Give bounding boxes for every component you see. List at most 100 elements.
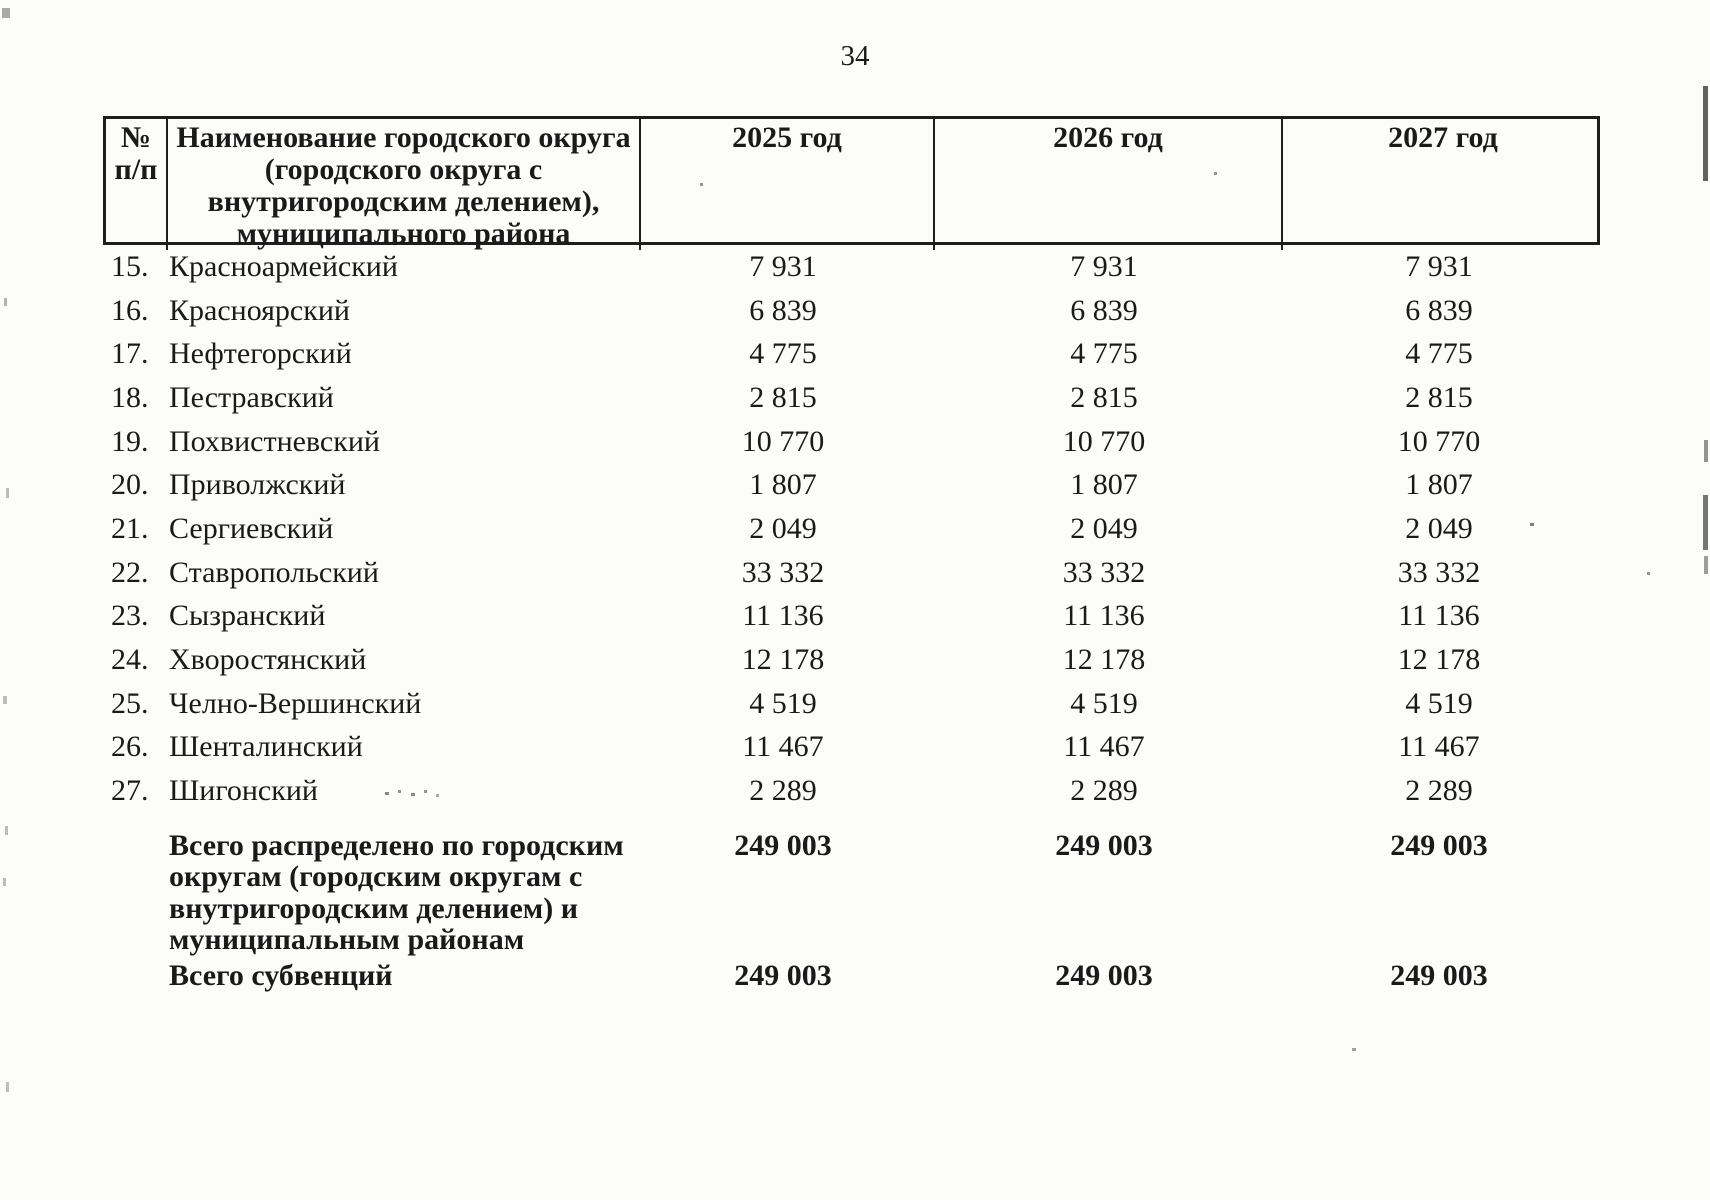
header-num-line2: п/п bbox=[114, 153, 158, 186]
row-value-2027: 2 049 bbox=[1405, 511, 1473, 545]
scan-speck bbox=[424, 790, 427, 793]
row-value-2026: 33 332 bbox=[1062, 555, 1146, 589]
table-row: 24. Хворостянский 12 178 12 178 12 178 bbox=[103, 638, 1600, 682]
row-name: Красноярский bbox=[169, 293, 350, 327]
row-value-2026: 7 931 bbox=[1070, 249, 1138, 283]
row-num: 22. bbox=[111, 555, 149, 589]
scan-speck bbox=[6, 488, 9, 498]
row-value-2026: 12 178 bbox=[1062, 643, 1146, 677]
row-name: Красноармейский bbox=[169, 249, 398, 283]
table-row: 19. Похвистневский 10 770 10 770 10 770 bbox=[103, 420, 1600, 464]
row-num: 16. bbox=[111, 293, 149, 327]
row-value-2025: 1 807 bbox=[749, 468, 817, 502]
scan-speck bbox=[1704, 440, 1708, 462]
row-value-2026: 2 049 bbox=[1070, 511, 1138, 545]
row-num: 21. bbox=[111, 511, 149, 545]
row-num: 15. bbox=[111, 249, 149, 283]
table-row: 17. Нефтегорский 4 775 4 775 4 775 bbox=[103, 332, 1600, 376]
scan-speck bbox=[436, 794, 439, 797]
table-row: 27. Шигонский 2 289 2 289 2 289 bbox=[103, 769, 1600, 813]
totals-value-2026: 249 003 bbox=[1055, 828, 1153, 862]
row-value-2025: 7 931 bbox=[749, 249, 817, 283]
row-value-2027: 11 467 bbox=[1398, 730, 1480, 764]
scan-speck bbox=[1703, 495, 1708, 550]
row-value-2025: 2 815 bbox=[749, 380, 817, 414]
row-value-2027: 2 815 bbox=[1405, 380, 1473, 414]
row-name: Сызранский bbox=[169, 599, 326, 633]
row-num: 18. bbox=[111, 380, 149, 414]
scan-speck bbox=[385, 792, 389, 795]
row-value-2026: 4 775 bbox=[1070, 337, 1138, 371]
scan-speck bbox=[411, 793, 415, 796]
row-value-2026: 4 519 bbox=[1070, 686, 1138, 720]
scan-speck bbox=[6, 1082, 9, 1092]
header-cell-2027: 2027 год bbox=[1281, 119, 1603, 250]
row-name: Шигонский bbox=[169, 774, 318, 808]
row-value-2027: 10 770 bbox=[1397, 424, 1481, 458]
totals-value-2027: 249 003 bbox=[1390, 958, 1488, 992]
row-value-2027: 1 807 bbox=[1405, 468, 1473, 502]
row-value-2027: 2 289 bbox=[1405, 774, 1473, 808]
row-name: Хворостянский bbox=[169, 643, 367, 677]
scan-speck bbox=[1530, 523, 1534, 526]
header-num-line1: № bbox=[120, 121, 152, 154]
scan-speck bbox=[1647, 572, 1650, 575]
row-num: 25. bbox=[111, 686, 149, 720]
row-value-2025: 4 775 bbox=[749, 337, 817, 371]
row-num: 17. bbox=[111, 337, 149, 371]
scan-speck bbox=[700, 183, 703, 186]
scan-speck bbox=[1704, 556, 1708, 574]
scan-speck bbox=[2, 8, 10, 18]
scan-speck bbox=[4, 298, 7, 306]
row-name: Приволжский bbox=[169, 468, 346, 502]
totals-subventions-label: Всего субвенций bbox=[169, 958, 393, 992]
row-name: Пестравский bbox=[169, 380, 334, 414]
header-cell-2025: 2025 год bbox=[639, 119, 933, 250]
totals-subventions-row: Всего субвенций 249 003 249 003 249 003 bbox=[103, 960, 1600, 992]
table-body: 15. Красноармейский 7 931 7 931 7 931 16… bbox=[103, 245, 1600, 813]
row-value-2026: 11 467 bbox=[1063, 730, 1145, 764]
row-name: Ставропольский bbox=[169, 555, 379, 589]
totals-distributed-label: Всего распределено по городским округам … bbox=[169, 828, 624, 957]
table-row: 16. Красноярский 6 839 6 839 6 839 bbox=[103, 289, 1600, 333]
table-row: 15. Красноармейский 7 931 7 931 7 931 bbox=[103, 245, 1600, 289]
row-num: 23. bbox=[111, 599, 149, 633]
totals-value-2025: 249 003 bbox=[734, 958, 832, 992]
row-value-2025: 4 519 bbox=[749, 686, 817, 720]
row-value-2025: 11 136 bbox=[742, 599, 824, 633]
row-num: 26. bbox=[111, 730, 149, 764]
scan-speck bbox=[1703, 86, 1708, 181]
row-value-2025: 12 178 bbox=[741, 643, 825, 677]
header-cell-num: № п/п bbox=[106, 119, 166, 250]
totals-value-2026: 249 003 bbox=[1055, 958, 1153, 992]
row-value-2025: 2 289 bbox=[749, 774, 817, 808]
row-value-2025: 6 839 bbox=[749, 293, 817, 327]
row-value-2027: 11 136 bbox=[1398, 599, 1480, 633]
row-value-2026: 2 815 bbox=[1070, 380, 1138, 414]
header-cell-2026: 2026 год bbox=[933, 119, 1281, 250]
table-row: 18. Пестравский 2 815 2 815 2 815 bbox=[103, 376, 1600, 420]
row-value-2026: 1 807 bbox=[1070, 468, 1138, 502]
scan-speck bbox=[398, 790, 401, 793]
header-cell-name: Наименование городского округа (городско… bbox=[166, 119, 639, 250]
row-value-2025: 10 770 bbox=[741, 424, 825, 458]
row-value-2026: 6 839 bbox=[1070, 293, 1138, 327]
scan-speck bbox=[5, 826, 8, 835]
scan-speck bbox=[1214, 172, 1217, 175]
table-row: 26. Шенталинский 11 467 11 467 11 467 bbox=[103, 726, 1600, 770]
row-num: 19. bbox=[111, 424, 149, 458]
row-num: 24. bbox=[111, 643, 149, 677]
totals-value-2025: 249 003 bbox=[734, 828, 832, 862]
row-value-2026: 10 770 bbox=[1062, 424, 1146, 458]
page-number: 34 bbox=[840, 40, 870, 72]
scan-speck bbox=[3, 696, 7, 704]
scan-speck bbox=[1352, 1048, 1356, 1051]
totals-value-2027: 249 003 bbox=[1390, 828, 1488, 862]
row-value-2027: 4 519 bbox=[1405, 686, 1473, 720]
row-value-2025: 33 332 bbox=[741, 555, 825, 589]
row-value-2027: 33 332 bbox=[1397, 555, 1481, 589]
row-name: Шенталинский bbox=[169, 730, 363, 764]
row-name: Нефтегорский bbox=[169, 337, 352, 371]
row-name: Сергиевский bbox=[169, 511, 334, 545]
